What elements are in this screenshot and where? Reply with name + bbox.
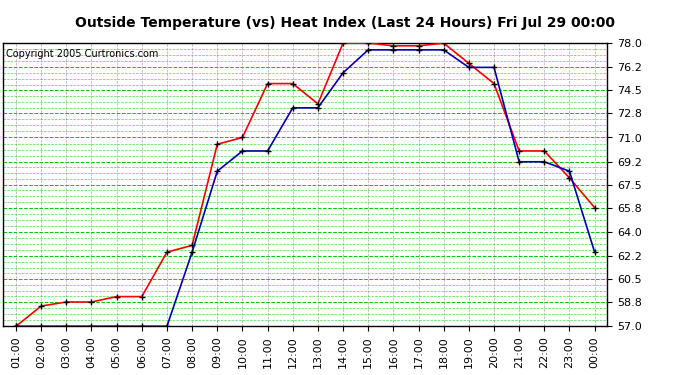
Text: Copyright 2005 Curtronics.com: Copyright 2005 Curtronics.com bbox=[6, 49, 159, 59]
Text: Outside Temperature (vs) Heat Index (Last 24 Hours) Fri Jul 29 00:00: Outside Temperature (vs) Heat Index (Las… bbox=[75, 15, 615, 30]
